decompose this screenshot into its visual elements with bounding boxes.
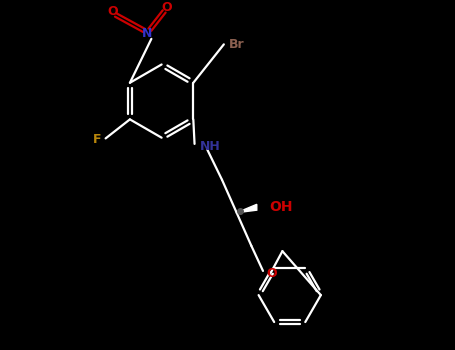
Polygon shape [237,204,257,213]
Text: N: N [142,27,152,40]
Text: O: O [162,1,172,14]
Text: OH: OH [270,200,293,214]
Text: Br: Br [229,38,245,51]
Text: O: O [266,267,277,280]
Text: O: O [107,5,117,18]
Text: NH: NH [200,140,221,153]
Text: F: F [93,133,101,146]
